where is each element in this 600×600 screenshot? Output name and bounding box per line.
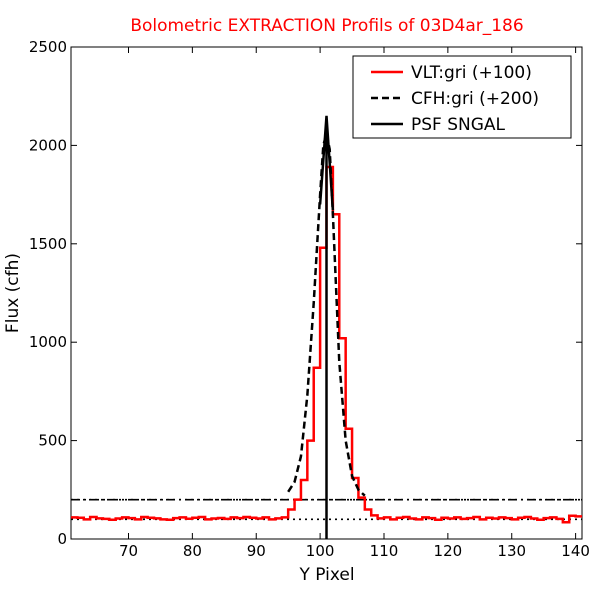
legend-label-vlt: VLT:gri (+100) bbox=[411, 63, 532, 83]
y-tick-label: 1000 bbox=[29, 333, 67, 351]
x-tick-label: 70 bbox=[119, 542, 138, 560]
legend: VLT:gri (+100) CFH:gri (+200) PSF SNGAL bbox=[352, 55, 572, 139]
y-tick-label: 2500 bbox=[29, 38, 67, 56]
x-tick-label: 140 bbox=[561, 542, 590, 560]
x-tick-label: 80 bbox=[183, 542, 202, 560]
y-axis-title: Flux (cfh) bbox=[3, 253, 23, 333]
x-tick-label: 110 bbox=[370, 542, 399, 560]
x-tick-label: 120 bbox=[434, 542, 463, 560]
y-tick-label: 1500 bbox=[29, 235, 67, 253]
x-tick-label: 100 bbox=[306, 542, 335, 560]
series-line-1 bbox=[287, 133, 366, 497]
axis-ticks: 70 80 90 100 110 120 130 140 0 500 1000 1500 2000 250… bbox=[29, 38, 590, 560]
y-tick-label: 2000 bbox=[29, 136, 67, 154]
y-tick-label: 500 bbox=[38, 432, 67, 450]
x-tick-label: 130 bbox=[497, 542, 526, 560]
legend-label-cfh: CFH:gri (+200) bbox=[411, 89, 539, 109]
plot-area bbox=[71, 115, 582, 539]
y-tick-label: 0 bbox=[57, 530, 67, 548]
legend-label-psf: PSF SNGAL bbox=[411, 115, 506, 135]
x-tick-label: 90 bbox=[247, 542, 266, 560]
x-axis-title: Y Pixel bbox=[298, 565, 354, 585]
series-line-2 bbox=[318, 115, 335, 539]
chart-title: Bolometric EXTRACTION Profils of 03D4ar_… bbox=[130, 16, 523, 36]
